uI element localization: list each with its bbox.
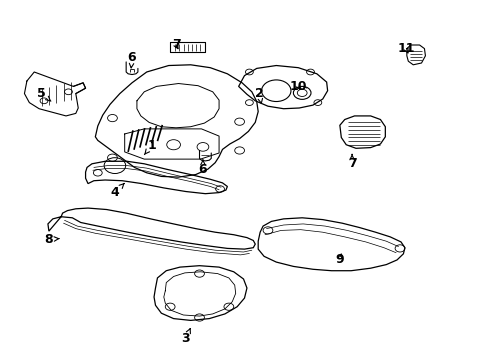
Text: 8: 8 [44, 233, 59, 246]
Text: 7: 7 [171, 39, 180, 51]
Text: 11: 11 [396, 42, 414, 55]
Text: 6: 6 [198, 160, 207, 176]
Text: 2: 2 [254, 87, 263, 103]
Text: 10: 10 [289, 80, 306, 93]
Text: 3: 3 [181, 329, 190, 345]
Text: 7: 7 [347, 154, 356, 170]
Text: 5: 5 [37, 87, 51, 101]
Text: 9: 9 [335, 253, 344, 266]
Text: 1: 1 [144, 139, 156, 154]
Text: 4: 4 [110, 183, 124, 199]
Text: 6: 6 [127, 51, 136, 68]
